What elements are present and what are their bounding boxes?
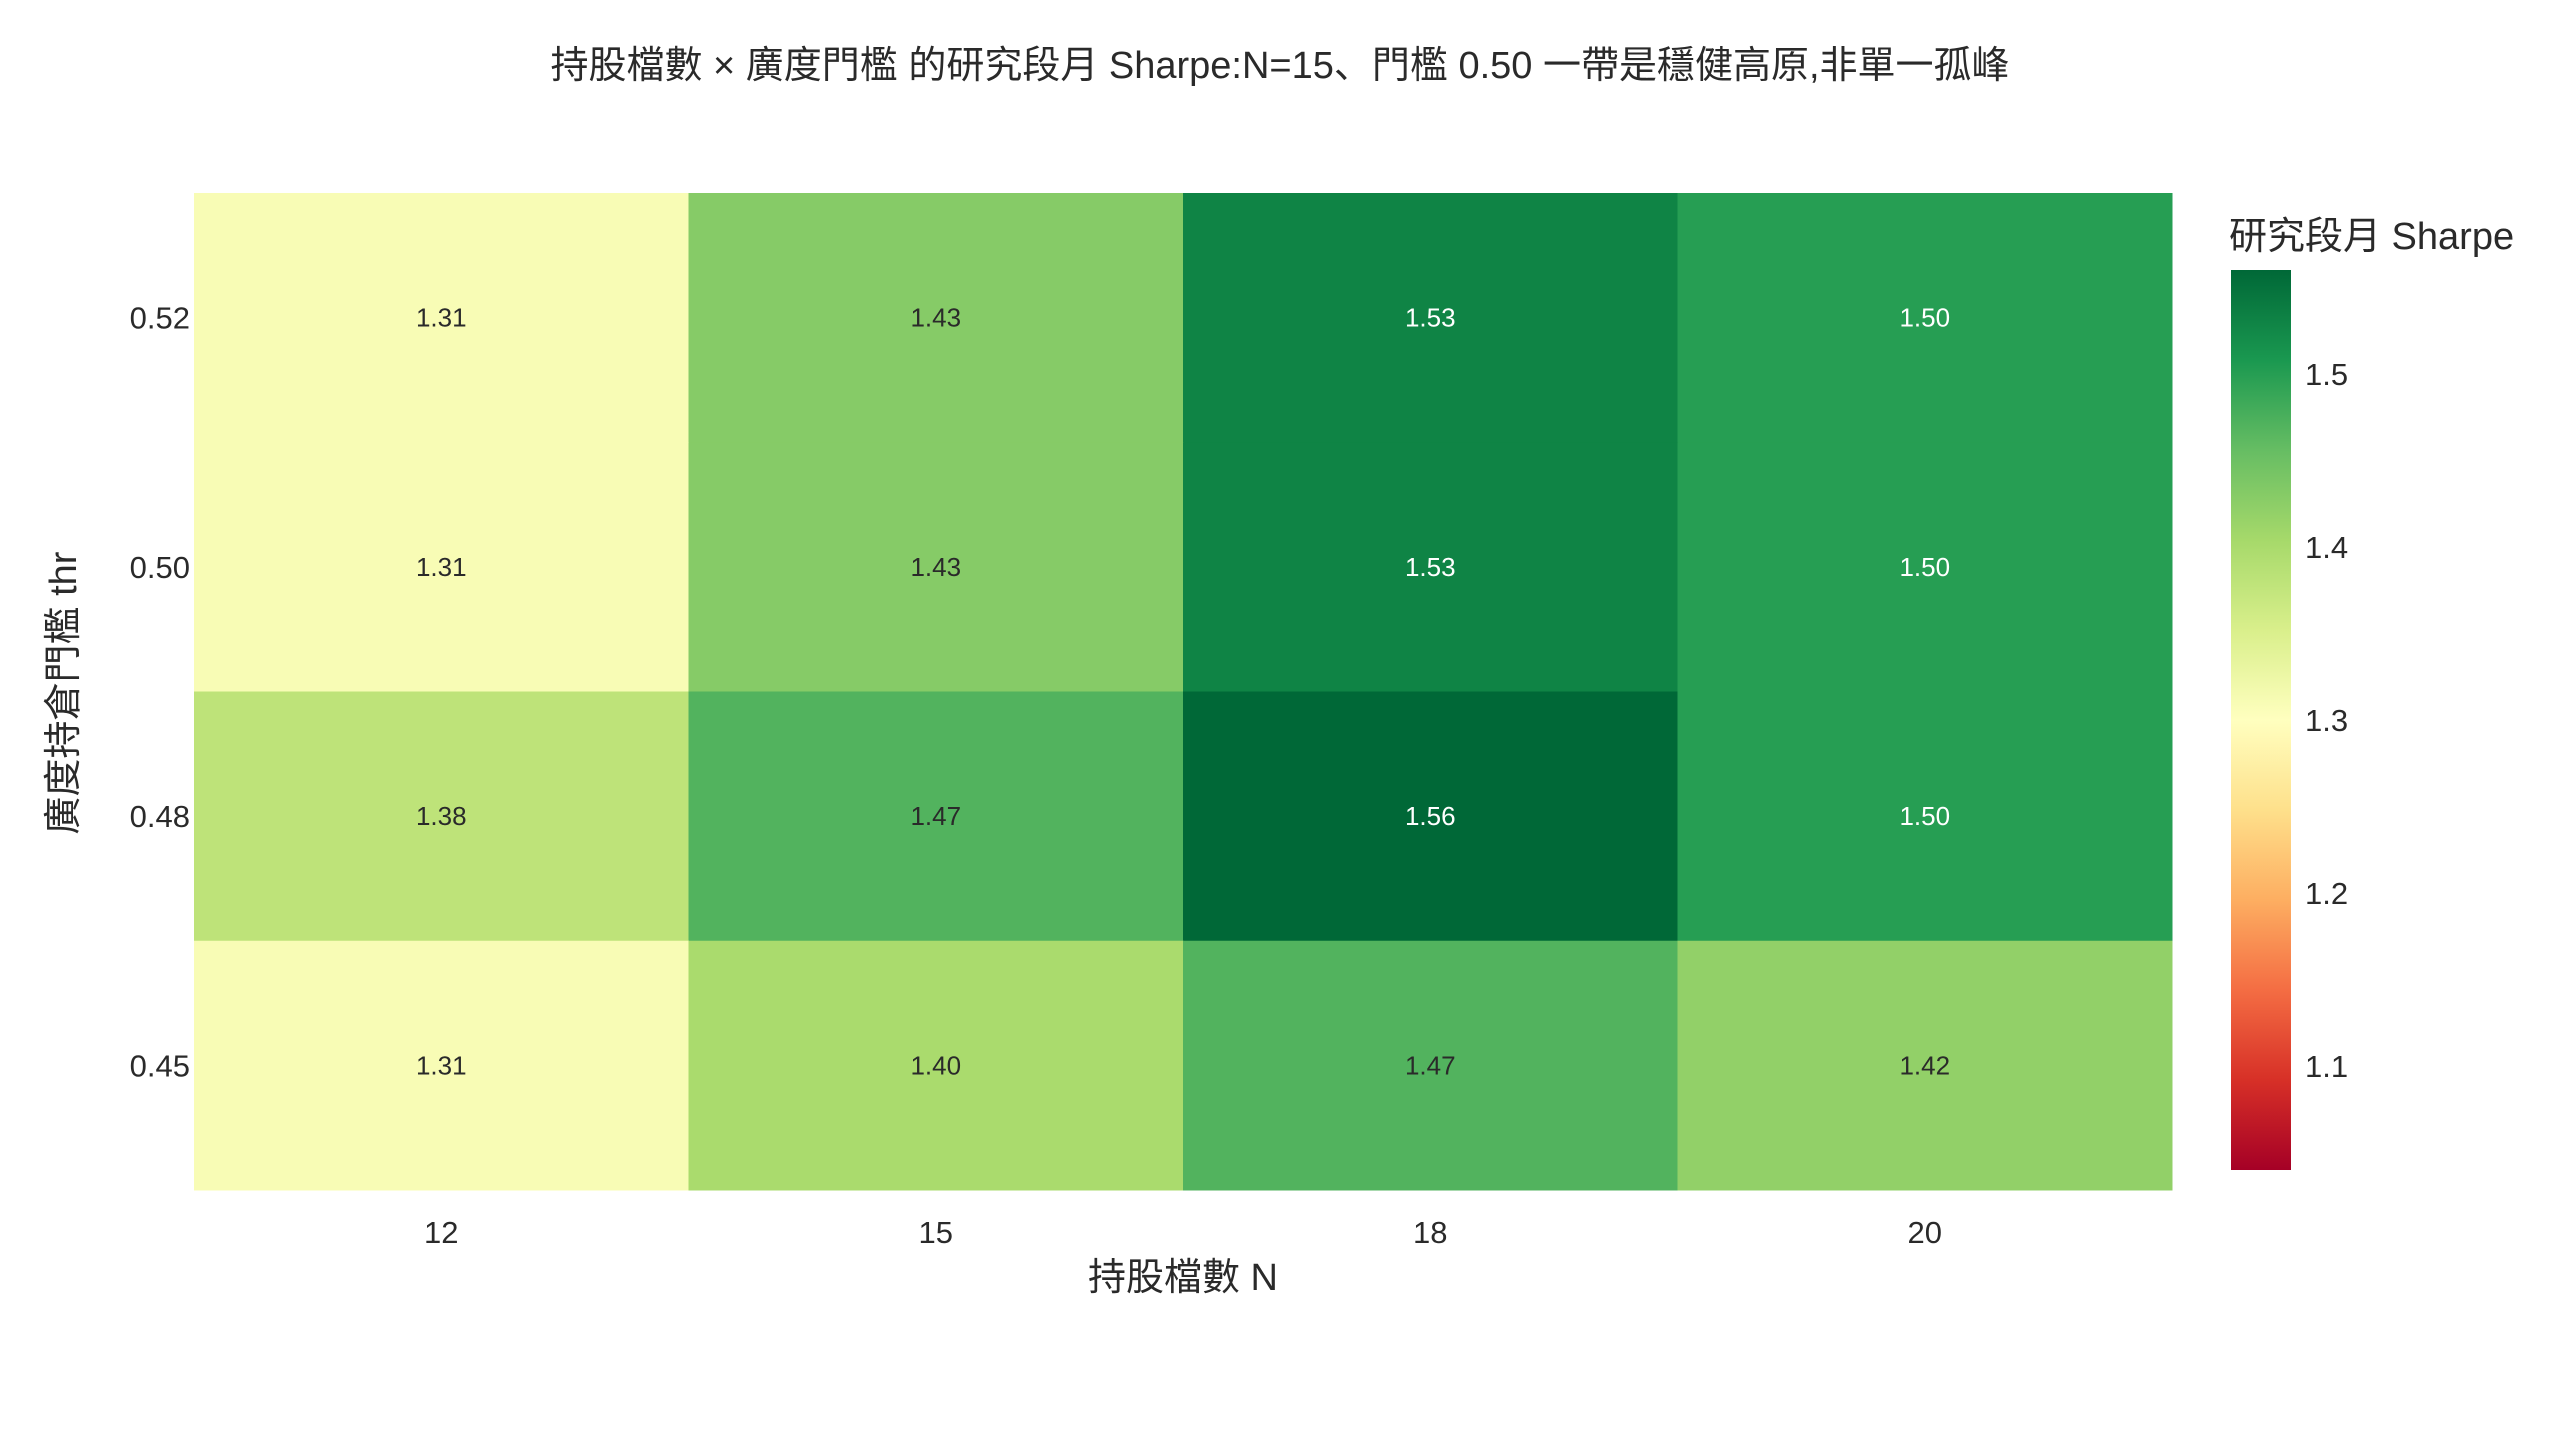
heatmap-cell (688, 193, 1184, 443)
chart-title: 持股檔數 × 廣度門檻 的研究段月 Sharpe:N=15、門檻 0.50 一帶… (550, 45, 2009, 87)
heatmap-cell (688, 940, 1184, 1191)
y-tick-label: 0.48 (130, 799, 190, 834)
heatmap-cell (1183, 940, 1678, 1191)
heatmap-cell (1677, 691, 2173, 942)
cell-value-label: 1.53 (1405, 303, 1456, 333)
cell-value-label: 1.50 (1899, 303, 1950, 333)
heatmap-cell (688, 691, 1184, 942)
colorbar (2231, 270, 2291, 1170)
y-tick-label: 0.52 (130, 301, 190, 336)
colorbar-tick-label: 1.1 (2305, 1049, 2348, 1084)
cell-value-label: 1.31 (416, 303, 467, 333)
x-tick-label: 18 (1413, 1215, 1447, 1250)
heatmap-cell (1183, 193, 1678, 443)
cell-value-label: 1.31 (416, 1050, 467, 1080)
heatmap-cell (1183, 442, 1678, 692)
colorbar-tick-label: 1.2 (2305, 876, 2348, 911)
cell-value-label: 1.42 (1899, 1050, 1950, 1080)
colorbar-tick-label: 1.5 (2305, 357, 2348, 392)
heatmap-cell (688, 442, 1184, 692)
cell-value-label: 1.50 (1899, 801, 1950, 831)
colorbar-title: 研究段月 Sharpe (2229, 216, 2514, 258)
cell-value-label: 1.47 (1405, 1050, 1456, 1080)
heatmap-cells: 1.31 1.43 1.53 1.50 1.31 1.43 1.53 1.50 1.38 1.47… (194, 193, 2173, 1191)
y-tick-label: 0.45 (130, 1048, 190, 1083)
y-axis-title: 廣度持倉門檻 thr (43, 551, 85, 834)
cell-value-label: 1.47 (910, 801, 961, 831)
heatmap-cell (194, 691, 689, 942)
cell-value-label: 1.43 (910, 303, 961, 333)
y-tick-label: 0.50 (130, 550, 190, 585)
x-tick-label: 12 (424, 1215, 458, 1250)
cell-value-label: 1.40 (910, 1050, 961, 1080)
x-tick-label: 20 (1908, 1215, 1942, 1250)
heatmap-cell (194, 442, 689, 692)
heatmap-cell (194, 940, 689, 1191)
colorbar-ticks: 1.1 1.2 1.3 1.4 1.5 (2305, 357, 2348, 1084)
cell-value-label: 1.56 (1405, 801, 1456, 831)
x-tick-label: 15 (919, 1215, 953, 1250)
y-axis-ticks: 0.52 0.50 0.48 0.45 (130, 301, 190, 1084)
heatmap-cell (1677, 940, 2173, 1191)
heatmap-cell (1677, 442, 2173, 692)
x-axis-ticks: 12 15 18 20 (424, 1215, 1942, 1250)
cell-value-label: 1.31 (416, 552, 467, 582)
colorbar-tick-label: 1.4 (2305, 530, 2348, 565)
x-axis-title: 持股檔數 N (1088, 1257, 1278, 1299)
heatmap-cell (1677, 193, 2173, 443)
cell-value-label: 1.38 (416, 801, 467, 831)
colorbar-tick-label: 1.3 (2305, 703, 2348, 738)
heatmap-cell (1183, 691, 1678, 942)
cell-value-label: 1.53 (1405, 552, 1456, 582)
cell-value-label: 1.50 (1899, 552, 1950, 582)
cell-value-label: 1.43 (910, 552, 961, 582)
heatmap-cell (194, 193, 689, 443)
